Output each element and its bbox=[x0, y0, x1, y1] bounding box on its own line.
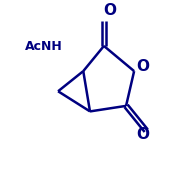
Text: O: O bbox=[103, 3, 116, 18]
Text: O: O bbox=[136, 127, 149, 142]
Text: AcNH: AcNH bbox=[25, 40, 63, 53]
Text: O: O bbox=[136, 60, 149, 74]
